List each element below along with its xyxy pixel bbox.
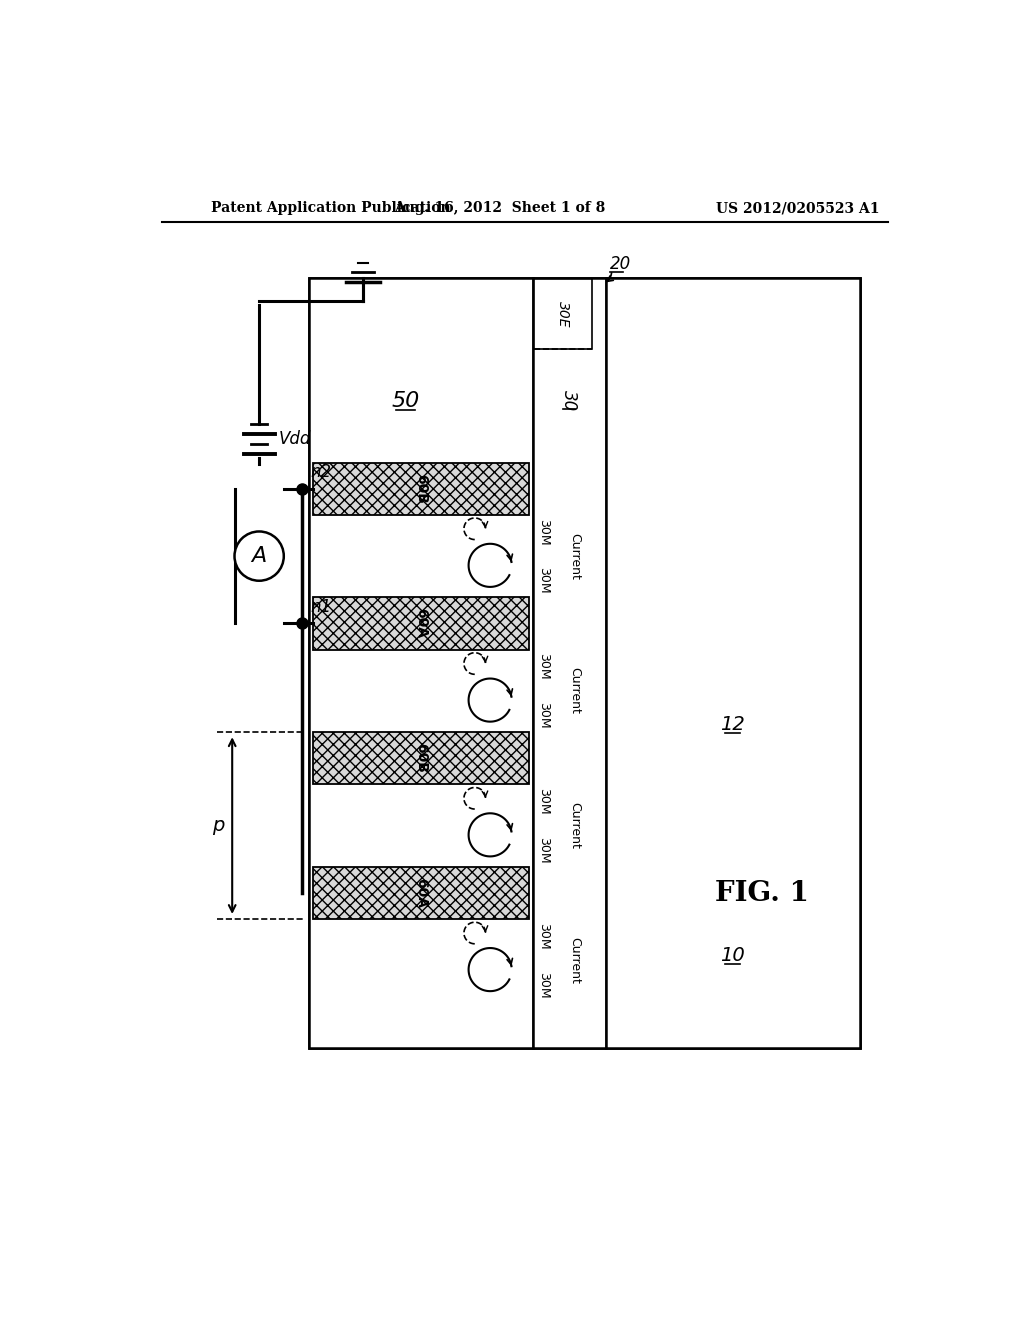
Text: Patent Application Publication: Patent Application Publication — [211, 202, 451, 215]
Bar — [313, 733, 528, 784]
Bar — [532, 277, 605, 1048]
Bar — [309, 277, 860, 1048]
Text: Current: Current — [568, 668, 582, 714]
Text: 30M: 30M — [538, 972, 551, 998]
Text: 30M: 30M — [538, 788, 551, 814]
Text: 30M: 30M — [538, 653, 551, 680]
Text: 20: 20 — [609, 255, 631, 273]
Text: p: p — [212, 816, 224, 836]
Bar — [535, 280, 592, 348]
Text: 60A: 60A — [414, 878, 428, 908]
Bar — [605, 277, 860, 1048]
Text: Aug. 16, 2012  Sheet 1 of 8: Aug. 16, 2012 Sheet 1 of 8 — [394, 202, 606, 215]
Text: 12: 12 — [720, 715, 745, 734]
Text: Current: Current — [568, 937, 582, 983]
Text: 30M: 30M — [538, 519, 551, 545]
Text: Vdd: Vdd — [280, 430, 311, 449]
Text: 60B: 60B — [414, 474, 428, 504]
Text: 30M: 30M — [538, 837, 551, 863]
Text: 60A: 60A — [414, 609, 428, 639]
Bar — [313, 597, 528, 649]
Text: 50: 50 — [391, 391, 420, 411]
Bar — [309, 277, 532, 1048]
Bar — [313, 867, 528, 919]
Bar — [313, 462, 528, 515]
Text: 30M: 30M — [538, 702, 551, 729]
Text: 10: 10 — [720, 946, 745, 965]
Text: n1: n1 — [310, 598, 332, 615]
Text: A: A — [252, 546, 267, 566]
Text: Current: Current — [568, 533, 582, 579]
Text: FIG. 1: FIG. 1 — [715, 880, 809, 907]
Text: Current: Current — [568, 803, 582, 849]
Text: 30: 30 — [560, 391, 579, 412]
Text: US 2012/0205523 A1: US 2012/0205523 A1 — [716, 202, 880, 215]
Text: 30E: 30E — [556, 301, 570, 327]
Circle shape — [234, 532, 284, 581]
Text: 30M: 30M — [538, 568, 551, 594]
Text: 30M: 30M — [538, 923, 551, 949]
Text: n2: n2 — [310, 463, 332, 480]
Text: 60B: 60B — [414, 743, 428, 774]
